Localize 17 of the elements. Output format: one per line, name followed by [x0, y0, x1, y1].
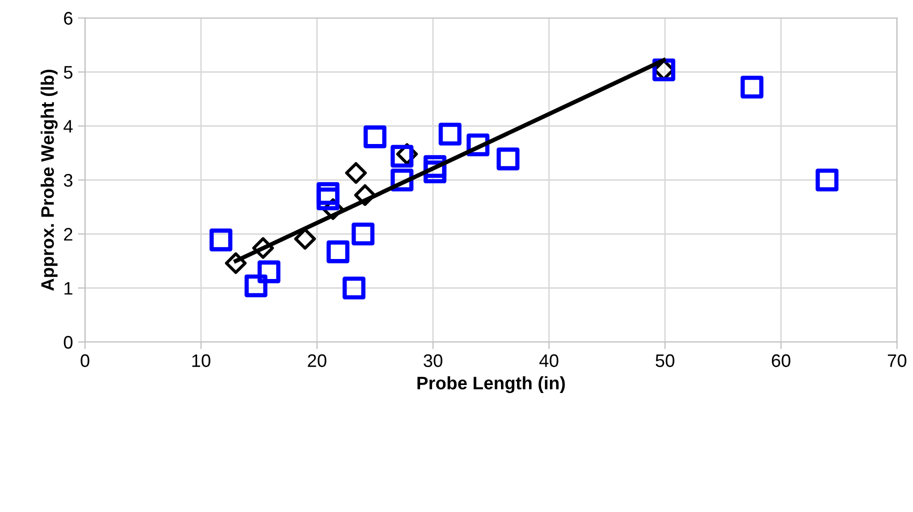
y-tick-label: 4 [64, 120, 73, 133]
x-tick-label: 40 [539, 354, 558, 368]
y-tick-label: 5 [64, 66, 72, 79]
y-tick-label: 3 [64, 174, 72, 187]
y-tick-label: 2 [64, 228, 72, 241]
y-tick-label: 1 [64, 282, 72, 295]
x-tick-label: 50 [656, 354, 674, 368]
x-axis-title: Probe Length (in) [417, 376, 565, 394]
x-tick-label: 70 [888, 354, 906, 368]
y-tick-label: 0 [64, 336, 72, 349]
x-tick-label: 20 [308, 354, 326, 368]
x-tick-label: 10 [192, 354, 210, 368]
y-tick-label: 6 [64, 12, 72, 25]
x-tick-label: 30 [424, 354, 442, 368]
x-tick-label: 60 [772, 354, 790, 368]
y-axis-title: Approx. Probe Weight (lb) [40, 70, 58, 291]
x-tick-label: 0 [80, 354, 90, 368]
